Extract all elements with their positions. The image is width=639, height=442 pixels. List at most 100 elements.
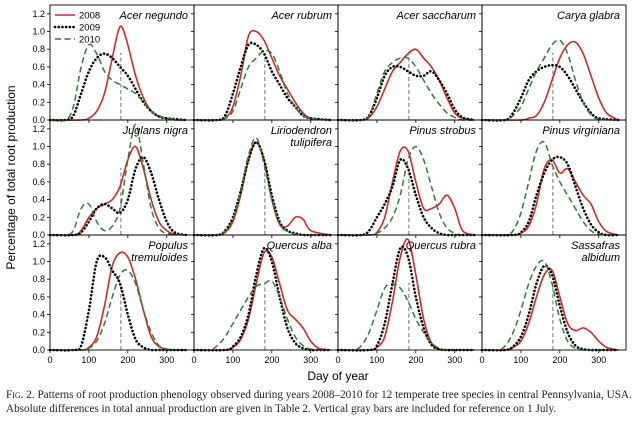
series-line-2008 bbox=[337, 146, 475, 236]
y-tick-label: 0.4 bbox=[32, 80, 45, 90]
species-label: Quercus alba bbox=[267, 240, 332, 252]
legend-label-2010: 2010 bbox=[79, 35, 100, 46]
series-line-2009 bbox=[48, 254, 188, 352]
series-line-2010 bbox=[481, 39, 619, 122]
y-tick-label: 1.2 bbox=[32, 9, 45, 19]
panel-frame bbox=[337, 4, 483, 121]
species-label: Carya glabra bbox=[557, 10, 620, 22]
panel-frame bbox=[337, 234, 483, 351]
y-tick-label: 0.6 bbox=[32, 177, 45, 187]
panel-pinus-virginiana: Pinus virginiana bbox=[479, 119, 627, 238]
legend-label-2009: 2009 bbox=[79, 23, 100, 34]
x-tick-label: 200 bbox=[408, 355, 423, 365]
panel-frame bbox=[481, 119, 627, 236]
series-line-2008 bbox=[481, 268, 619, 351]
y-tick-label: 1.0 bbox=[32, 27, 45, 37]
x-tick-label: 200 bbox=[552, 355, 567, 365]
x-tick-label: 0 bbox=[47, 355, 52, 365]
panel-frame bbox=[49, 4, 195, 121]
panel-acer-saccharum: Acer saccharum bbox=[335, 4, 483, 123]
species-label: Liriodendron bbox=[271, 125, 332, 137]
series-line-2009 bbox=[336, 157, 476, 237]
y-tick-label: 0.8 bbox=[32, 159, 45, 169]
panel-juglans-nigra: Juglans nigra 0.0 0.2 0.4 0.6 0.8 1.0 1.2 bbox=[32, 119, 195, 240]
y-tick-label: 0.0 bbox=[32, 230, 45, 240]
y-axis-label: Percentage of total root production bbox=[4, 85, 18, 269]
y-tick-label: 0.8 bbox=[32, 274, 45, 284]
y-tick-label: 0.8 bbox=[32, 44, 45, 54]
series-line-2008 bbox=[49, 25, 187, 121]
species-label: Populus bbox=[148, 240, 188, 252]
panel-frame bbox=[481, 4, 627, 121]
x-axis-label: Day of year bbox=[307, 369, 368, 383]
y-tick-label: 1.2 bbox=[32, 124, 45, 134]
y-tick-label: 1.0 bbox=[32, 142, 45, 152]
series-line-2010 bbox=[193, 279, 331, 352]
species-label: Acer negundo bbox=[119, 10, 189, 22]
x-tick-label: 300 bbox=[591, 355, 606, 365]
series-line-2010 bbox=[481, 259, 619, 352]
series-line-2008 bbox=[481, 158, 619, 236]
caption-text: Patterns of root production phenology ob… bbox=[6, 389, 632, 415]
series-line-2010 bbox=[337, 145, 475, 236]
series-line-2010 bbox=[481, 140, 619, 237]
series-line-2008 bbox=[49, 145, 187, 237]
species-label: Acer rubrum bbox=[270, 10, 332, 22]
species-label: tulipifera bbox=[290, 137, 332, 149]
series-line-2009 bbox=[48, 155, 188, 237]
series-line-2010 bbox=[49, 43, 187, 122]
y-tick-label: 0.6 bbox=[32, 62, 45, 72]
series-line-2009 bbox=[480, 155, 620, 237]
species-label: tremuloides bbox=[131, 252, 188, 264]
y-tick-label: 1.0 bbox=[32, 257, 45, 267]
y-tick-label: 0.2 bbox=[32, 97, 45, 107]
panel-quercus-rubra: Quercus rubra 0 100 200 300 bbox=[335, 234, 483, 365]
y-tick-label: 1.2 bbox=[32, 239, 45, 249]
panel-acer-negundo: Acer negundo 0.0 0.2 0.4 0.6 0.8 1.0 1.2 2008200… bbox=[32, 4, 195, 125]
x-tick-label: 100 bbox=[81, 355, 96, 365]
x-tick-label: 100 bbox=[513, 355, 528, 365]
series-line-2010 bbox=[337, 56, 475, 122]
x-tick-label: 0 bbox=[335, 355, 340, 365]
panel-carya-glabra: Carya glabra bbox=[479, 4, 627, 123]
species-label: Pinus strobus bbox=[409, 125, 476, 137]
series-line-2008 bbox=[49, 251, 187, 351]
y-tick-label: 0.0 bbox=[32, 115, 45, 125]
species-label: Juglans nigra bbox=[122, 125, 188, 137]
species-label: Sassafras bbox=[571, 240, 620, 252]
panel-acer-rubrum: Acer rubrum bbox=[191, 4, 339, 123]
x-tick-label: 300 bbox=[447, 355, 462, 365]
species-label: Pinus virginiana bbox=[542, 125, 620, 137]
x-tick-label: 300 bbox=[159, 355, 174, 365]
series-line-2009 bbox=[480, 264, 620, 352]
caption-label: Fig. 2. bbox=[6, 389, 35, 401]
series-line-2009 bbox=[48, 52, 188, 122]
y-tick-label: 0.4 bbox=[32, 310, 45, 320]
series-line-2008 bbox=[481, 40, 619, 121]
x-tick-label: 100 bbox=[225, 355, 240, 365]
series-line-2009 bbox=[480, 63, 620, 122]
species-label: Quercus rubra bbox=[406, 240, 476, 252]
species-label: Acer saccharum bbox=[396, 10, 476, 22]
x-tick-label: 100 bbox=[369, 355, 384, 365]
y-tick-label: 0.4 bbox=[32, 195, 45, 205]
panel-frame bbox=[193, 234, 339, 351]
x-tick-label: 0 bbox=[479, 355, 484, 365]
series-line-2009 bbox=[192, 246, 332, 352]
series-line-2008 bbox=[193, 249, 331, 351]
x-tick-label: 300 bbox=[303, 355, 318, 365]
y-tick-label: 0.0 bbox=[32, 345, 45, 355]
x-tick-label: 200 bbox=[120, 355, 135, 365]
panel-frame bbox=[481, 234, 627, 351]
legend-label-2008: 2008 bbox=[79, 11, 100, 22]
y-tick-label: 0.2 bbox=[32, 327, 45, 337]
series-line-2010 bbox=[193, 49, 331, 121]
y-tick-label: 0.2 bbox=[32, 212, 45, 222]
series-line-2010 bbox=[337, 282, 475, 352]
species-label: albidum bbox=[581, 252, 620, 264]
panel-frame bbox=[193, 4, 339, 121]
